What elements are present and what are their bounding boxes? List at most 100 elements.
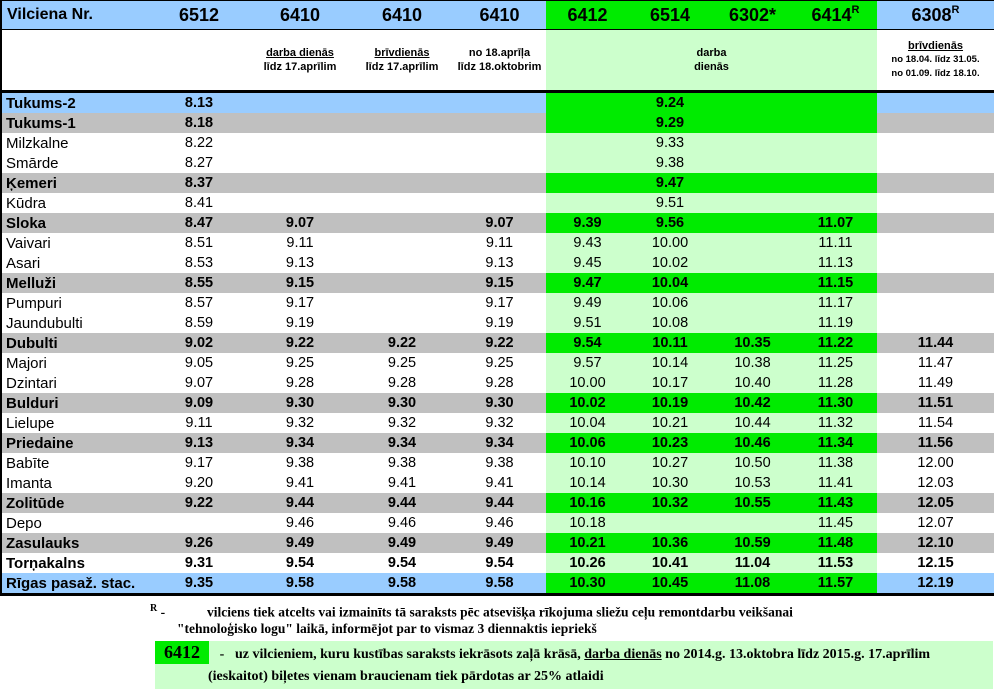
time-cell	[249, 193, 351, 213]
time-cell: 10.06	[629, 293, 711, 313]
time-cell: 10.30	[629, 473, 711, 493]
time-cell: 9.17	[249, 293, 351, 313]
remont-footnote-line1: R - vilciens tiek atcelts vai izmainīts t…	[150, 601, 998, 621]
note-line: no 18.04. līdz 31.05.	[891, 54, 980, 65]
station-row: Bulduri 9.09 9.30 9.30 9.30 10.02 10.19 10.42 11…	[1, 393, 994, 413]
station-row: Ķemeri 8.37 9.47	[1, 173, 994, 193]
time-cell: 11.38	[794, 453, 877, 473]
time-cell	[249, 133, 351, 153]
time-cell: 9.11	[149, 413, 249, 433]
station-row: Kūdra 8.41 9.51	[1, 193, 994, 213]
time-cell: 9.58	[249, 573, 351, 596]
time-cell: 10.21	[546, 533, 629, 553]
time-cell: 8.55	[149, 273, 249, 293]
train-note-header	[149, 29, 249, 93]
time-cell: 10.17	[629, 373, 711, 393]
time-cell	[711, 273, 794, 293]
time-cell: 10.45	[629, 573, 711, 596]
time-cell: 10.04	[546, 413, 629, 433]
time-cell: 8.57	[149, 293, 249, 313]
time-cell: 11.57	[794, 573, 877, 596]
time-cell: 9.54	[249, 553, 351, 573]
time-cell: 12.19	[877, 573, 994, 596]
train-number: 6412	[567, 4, 608, 25]
time-cell: 11.28	[794, 373, 877, 393]
time-cell: 10.36	[629, 533, 711, 553]
time-cell: 10.32	[629, 493, 711, 513]
time-cell: 9.49	[453, 533, 546, 553]
train-note-header: no 18.aprīļa līdz 18.oktobrim	[453, 29, 546, 93]
time-cell	[629, 513, 711, 533]
time-cell: 9.31	[149, 553, 249, 573]
time-cell	[794, 193, 877, 213]
station-row: Babīte 9.17 9.38 9.38 9.38 10.10 10.27 10.50 11.…	[1, 453, 994, 473]
note-underlined-line: brīvdienās	[374, 47, 430, 59]
time-cell: 11.44	[877, 333, 994, 353]
time-cell: 9.13	[453, 253, 546, 273]
discount-underlined-phrase: darba dienās	[584, 646, 662, 662]
time-cell	[453, 133, 546, 153]
time-cell	[546, 133, 629, 153]
time-cell: 11.30	[794, 393, 877, 413]
time-cell: 11.45	[794, 513, 877, 533]
train-number-sup: R	[951, 3, 960, 16]
station-name-cell: Milzkalne	[1, 133, 149, 153]
footnote-r-sup: R	[150, 603, 158, 614]
station-row: Zasulauks 9.26 9.49 9.49 9.49 10.21 10.36 10.59…	[1, 533, 994, 553]
time-cell: 10.14	[629, 353, 711, 373]
schedule-note-row: darba dienās līdz 17.aprīlim brīvdienās līd…	[1, 29, 994, 93]
time-cell: 10.26	[546, 553, 629, 573]
time-cell: 11.19	[794, 313, 877, 333]
train-number: 6302	[728, 4, 770, 25]
time-cell: 11.11	[794, 233, 877, 253]
time-cell	[351, 133, 453, 153]
time-cell	[877, 253, 994, 273]
time-cell: 9.38	[453, 453, 546, 473]
station-row: Depo 9.46 9.46 9.46 10.18 11.45 12.07	[1, 513, 994, 533]
time-cell: 10.38	[711, 353, 794, 373]
station-name-cell: Priedaine	[1, 433, 149, 453]
station-row: Priedaine 9.13 9.34 9.34 9.34 10.06 10.23 10.46…	[1, 433, 994, 453]
time-cell	[351, 293, 453, 313]
time-cell: 9.13	[249, 253, 351, 273]
time-cell	[546, 173, 629, 193]
time-cell: 9.29	[629, 113, 711, 133]
time-cell: 10.06	[546, 433, 629, 453]
station-row: Vaivari 8.51 9.11 9.11 9.43 10.00 11.11	[1, 233, 994, 253]
time-cell	[711, 133, 794, 153]
note-underlined-line: brīvdienās	[907, 40, 964, 52]
time-cell: 9.54	[351, 553, 453, 573]
time-cell	[794, 173, 877, 193]
time-cell	[877, 113, 994, 133]
note-line: no 18.aprīļa	[468, 47, 531, 59]
station-name-cell: Dubulti	[1, 333, 149, 353]
discount-footnote: 6412- uz vilcieniem, kuru kustības saraks…	[155, 640, 993, 689]
time-cell	[249, 91, 351, 113]
time-cell: 10.00	[629, 233, 711, 253]
station-name-cell: Pumpuri	[1, 293, 149, 313]
time-cell	[249, 113, 351, 133]
time-cell: 10.55	[711, 493, 794, 513]
time-cell: 9.24	[629, 91, 711, 113]
time-cell	[351, 213, 453, 233]
time-cell: 11.56	[877, 433, 994, 453]
time-cell: 11.49	[877, 373, 994, 393]
train-number: 6514	[649, 4, 691, 25]
time-cell	[711, 253, 794, 273]
green-zone-note-header: darba dienās	[546, 29, 877, 93]
time-cell	[711, 313, 794, 333]
station-row: Torņakalns 9.31 9.54 9.54 9.54 10.26 10.41 11.0…	[1, 553, 994, 573]
time-cell	[711, 193, 794, 213]
footnote-r-marker: R -	[150, 601, 207, 621]
time-cell: 9.19	[249, 313, 351, 333]
discount-footnote-line1: 6412- uz vilcieniem, kuru kustības saraks…	[155, 640, 993, 666]
train-number-header: 6414R	[794, 0, 877, 30]
time-cell: 10.00	[546, 373, 629, 393]
time-cell	[546, 113, 629, 133]
remont-footnote: R - vilciens tiek atcelts vai izmainīts t…	[150, 601, 998, 637]
time-cell	[877, 193, 994, 213]
train-note-header: brīvdienās no 18.04. līdz 31.05. no 01.09.…	[877, 29, 994, 93]
time-cell: 12.03	[877, 473, 994, 493]
time-cell	[877, 153, 994, 173]
